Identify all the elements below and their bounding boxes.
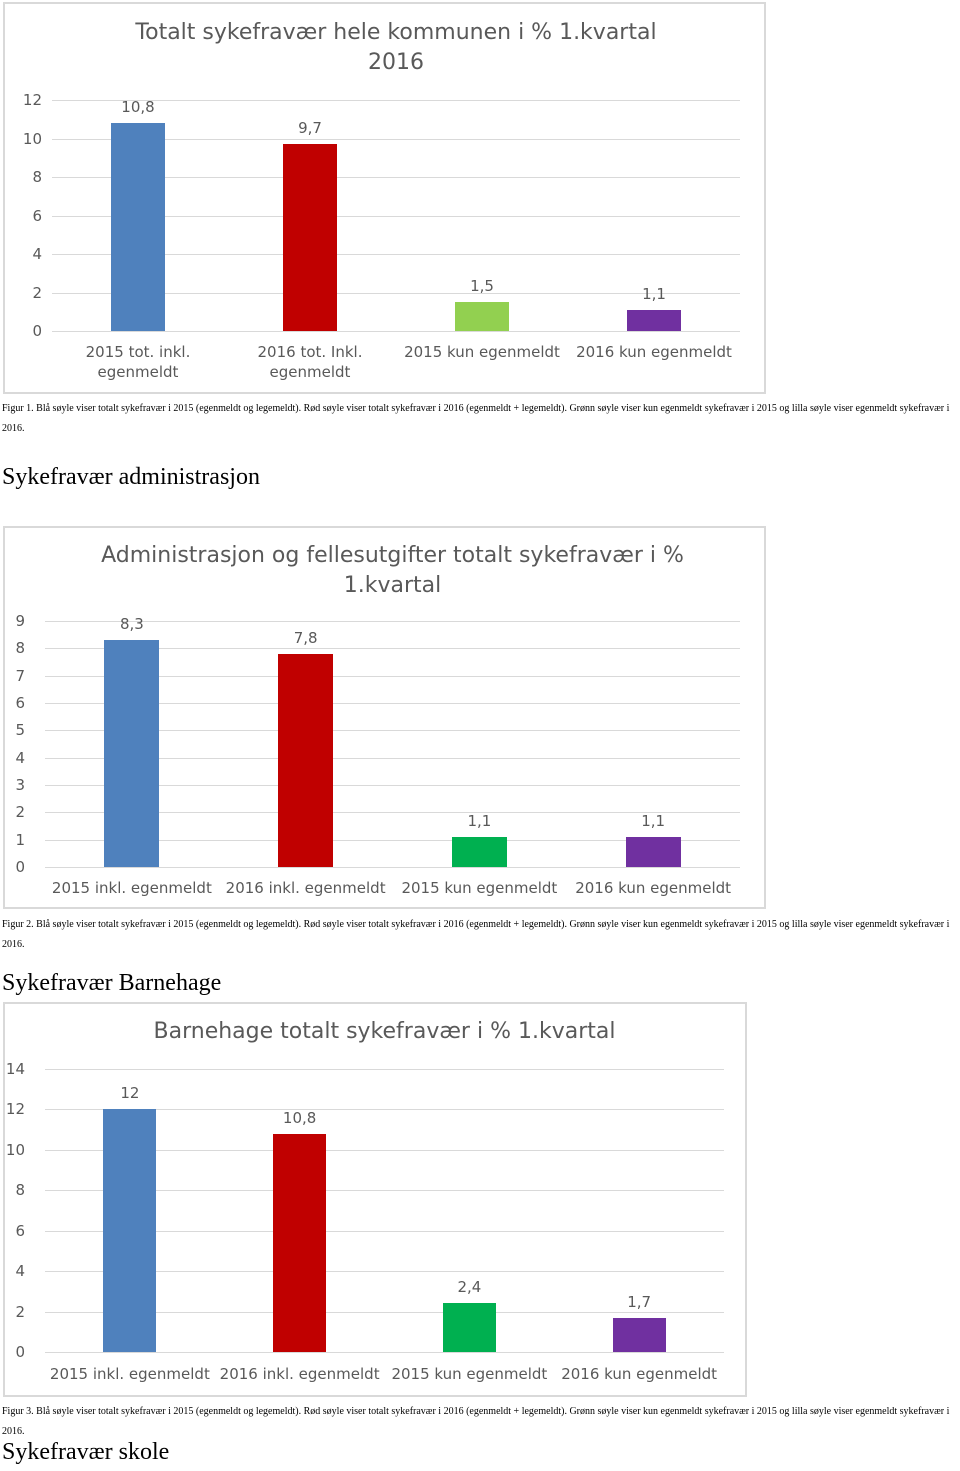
y-tick-label: 6 <box>15 1221 25 1240</box>
value-label: 2,4 <box>457 1278 482 1297</box>
grid-line <box>45 812 740 814</box>
bar <box>103 1109 157 1352</box>
grid-line <box>45 1230 724 1232</box>
y-tick-label: 6 <box>15 694 25 712</box>
x-tick-label: 2016 kun egenmeldt <box>575 879 732 897</box>
bar <box>283 144 337 331</box>
y-tick-label: 2 <box>15 1302 25 1321</box>
y-tick-label: 2 <box>32 283 42 302</box>
y-tick-label: 10 <box>22 129 42 148</box>
y-tick-label: 10 <box>5 1140 25 1159</box>
grid-line <box>45 1149 724 1151</box>
y-tick-label: 3 <box>15 776 25 794</box>
x-tick-label: 2015 inkl. egenmeldt <box>49 1365 210 1383</box>
grid-line <box>45 757 740 759</box>
grid-line <box>45 1109 724 1111</box>
y-tick-label: 8 <box>15 1181 25 1200</box>
chart-title: Totalt sykefravær hele kommunen i % 1.kv… <box>135 20 657 75</box>
value-label: 7,8 <box>293 628 318 647</box>
x-tick-label: 2015 inkl. egenmeldt <box>51 879 212 897</box>
bar <box>627 309 681 331</box>
grid-line <box>45 1190 724 1192</box>
chart-title: Administrasjon og fellesutgifter totalt … <box>101 543 684 598</box>
grid-line <box>52 177 740 178</box>
y-tick-label: 14 <box>5 1060 25 1078</box>
bar <box>455 302 509 331</box>
bar <box>104 640 160 867</box>
value-label: 9,7 <box>298 119 322 138</box>
bar <box>442 1303 496 1352</box>
value-label: 10,8 <box>282 1108 317 1127</box>
value-label: 8,3 <box>119 615 144 634</box>
y-tick-label: 5 <box>15 721 25 740</box>
y-tick-label: 6 <box>32 206 42 225</box>
caption: Figur 2. Blå søyle viser totalt sykefrav… <box>2 919 950 950</box>
y-tick-label: 9 <box>15 612 25 630</box>
y-tick-label: 4 <box>15 1262 25 1281</box>
x-tick-label: 2016 tot. Inkl. egenmeldt <box>257 343 363 381</box>
grid-line <box>45 867 740 868</box>
value-label: 1,1 <box>467 811 492 830</box>
bar <box>451 836 507 867</box>
x-tick-label: 2016 inkl. egenmeldt <box>219 1365 380 1383</box>
grid-line <box>45 621 740 622</box>
grid-line <box>52 215 740 217</box>
bar <box>612 1317 666 1352</box>
x-tick-label: 2015 kun egenmeldt <box>391 1365 548 1383</box>
grid-line <box>45 839 740 841</box>
x-tick-label: 2016 inkl. egenmeldt <box>225 879 386 897</box>
value-label: 10,8 <box>121 98 155 117</box>
grid-line <box>52 100 740 101</box>
y-tick-label: 12 <box>5 1100 25 1119</box>
y-tick-label: 2 <box>15 803 25 822</box>
y-tick-label: 0 <box>32 322 42 340</box>
heading: Sykefravær administrasjon <box>2 464 260 490</box>
grid-line <box>45 703 740 704</box>
bar <box>111 123 165 331</box>
y-tick-label: 12 <box>22 91 42 109</box>
y-tick-label: 1 <box>15 830 25 849</box>
grid-line <box>45 1352 724 1353</box>
grid-line <box>45 1311 724 1313</box>
grid-line <box>45 1069 724 1070</box>
y-tick-label: 8 <box>32 168 42 186</box>
grid-line <box>45 730 740 732</box>
value-label: 12 <box>120 1084 140 1103</box>
x-tick-label: 2015 tot. inkl. egenmeldt <box>85 343 191 381</box>
grid-line <box>52 331 740 332</box>
caption: Figur 3. Blå søyle viser totalt sykefrav… <box>2 1406 950 1437</box>
x-tick-label: 2016 kun egenmeldt <box>561 1365 718 1383</box>
grid-line <box>45 675 740 677</box>
y-tick-label: 0 <box>15 1343 25 1361</box>
y-tick-label: 8 <box>15 639 25 658</box>
grid-line <box>45 785 740 786</box>
value-label: 1,1 <box>642 284 666 303</box>
y-tick-label: 4 <box>15 748 25 767</box>
bar <box>278 653 334 867</box>
grid-line <box>45 1271 724 1273</box>
x-tick-label: 2016 kun egenmeldt <box>576 343 732 361</box>
y-tick-label: 0 <box>15 858 25 876</box>
grid-line <box>52 292 740 294</box>
y-tick-label: 4 <box>32 245 42 263</box>
bar <box>273 1133 327 1352</box>
value-label: 1,5 <box>470 277 494 296</box>
bar <box>625 836 681 867</box>
grid-line <box>52 138 740 140</box>
grid-line <box>52 254 740 255</box>
y-tick-label: 7 <box>15 666 25 685</box>
value-label: 1,1 <box>641 811 666 830</box>
x-tick-label: 2015 kun egenmeldt <box>404 343 560 361</box>
x-tick-label: 2015 kun egenmeldt <box>401 879 558 897</box>
chart-title: Barnehage totalt sykefravær i % 1.kvarta… <box>153 1019 616 1044</box>
grid-line <box>45 648 740 650</box>
value-label: 1,7 <box>627 1292 652 1311</box>
heading: Sykefravær skole <box>2 1439 170 1465</box>
caption: Figur 1. Blå søyle viser totalt sykefrav… <box>2 403 950 434</box>
heading: Sykefravær Barnehage <box>2 970 222 996</box>
